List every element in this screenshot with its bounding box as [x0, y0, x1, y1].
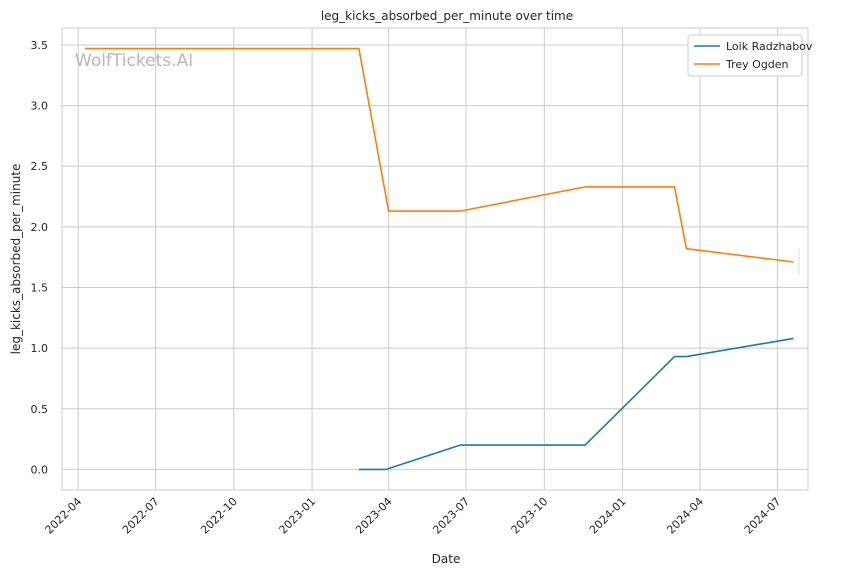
x-tick-label: 2023-07 — [430, 495, 472, 537]
legend-label: Loik Radzhabov — [726, 40, 813, 53]
series-line-trey-ogden — [85, 47, 794, 263]
plot-frame — [61, 27, 809, 491]
series-line-loik-radzhabov — [358, 337, 794, 471]
y-tick-label: 3.5 — [31, 39, 49, 52]
legend: Loik Radzhabov Trey Ogden — [687, 34, 813, 77]
x-tick-label: 2022-04 — [43, 495, 85, 537]
series-lines — [85, 47, 794, 471]
y-tick-label: 0.0 — [31, 463, 49, 476]
x-tick-label: 2023-10 — [509, 495, 551, 537]
y-tick-label: 3.0 — [31, 100, 49, 113]
y-tick-label: 1.5 — [31, 281, 49, 294]
x-axis-title: Date — [432, 552, 461, 566]
legend-label: Trey Ogden — [725, 58, 789, 71]
chart-title: leg_kicks_absorbed_per_minute over time — [321, 9, 573, 23]
x-tick-label: 2024-07 — [742, 495, 784, 537]
y-tick-label: 0.5 — [31, 403, 49, 416]
x-tick-label: 2023-04 — [353, 495, 395, 537]
y-tick-label: 1.0 — [31, 342, 49, 355]
x-tick-labels: 2022-04 2022-07 2022-10 2023-01 2023-04 2023-… — [43, 495, 784, 537]
y-axis-title: leg_kicks_absorbed_per_minute — [9, 164, 23, 355]
y-grid — [62, 44, 808, 470]
y-tick-label: 2.0 — [31, 221, 49, 234]
x-tick-label: 2024-01 — [587, 495, 629, 537]
y-tick-label: 2.5 — [31, 160, 49, 173]
watermark: WolfTickets.AI — [75, 51, 193, 71]
x-tick-label: 2023-01 — [277, 495, 319, 537]
plot-background — [62, 28, 808, 490]
x-tick-label: 2022-07 — [120, 495, 162, 537]
y-tick-labels: 0.0 0.5 1.0 1.5 2.0 2.5 3.0 3.5 — [31, 39, 49, 476]
x-tick-label: 2022-10 — [198, 495, 240, 537]
x-tick-label: 2024-04 — [664, 495, 706, 537]
x-grid — [77, 28, 778, 490]
